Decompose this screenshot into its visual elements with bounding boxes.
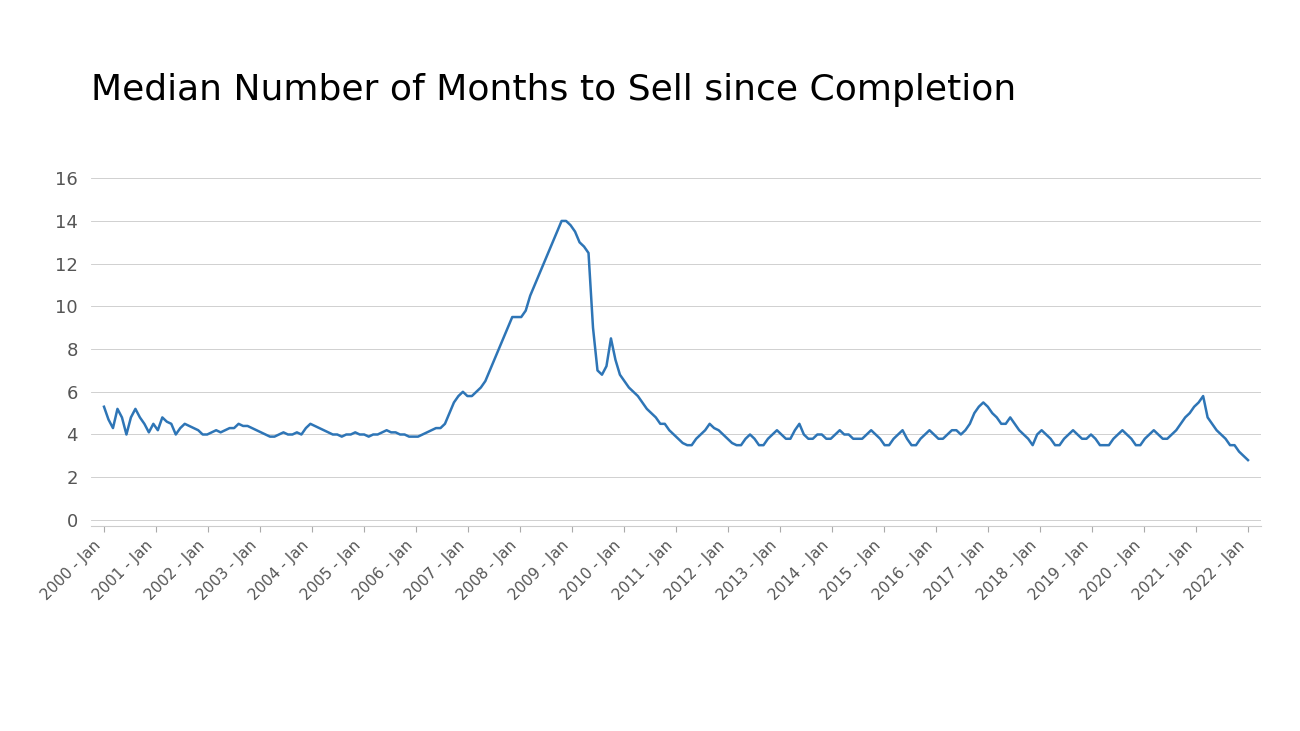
Text: Median Number of Months to Sell since Completion: Median Number of Months to Sell since Co… — [91, 73, 1017, 107]
